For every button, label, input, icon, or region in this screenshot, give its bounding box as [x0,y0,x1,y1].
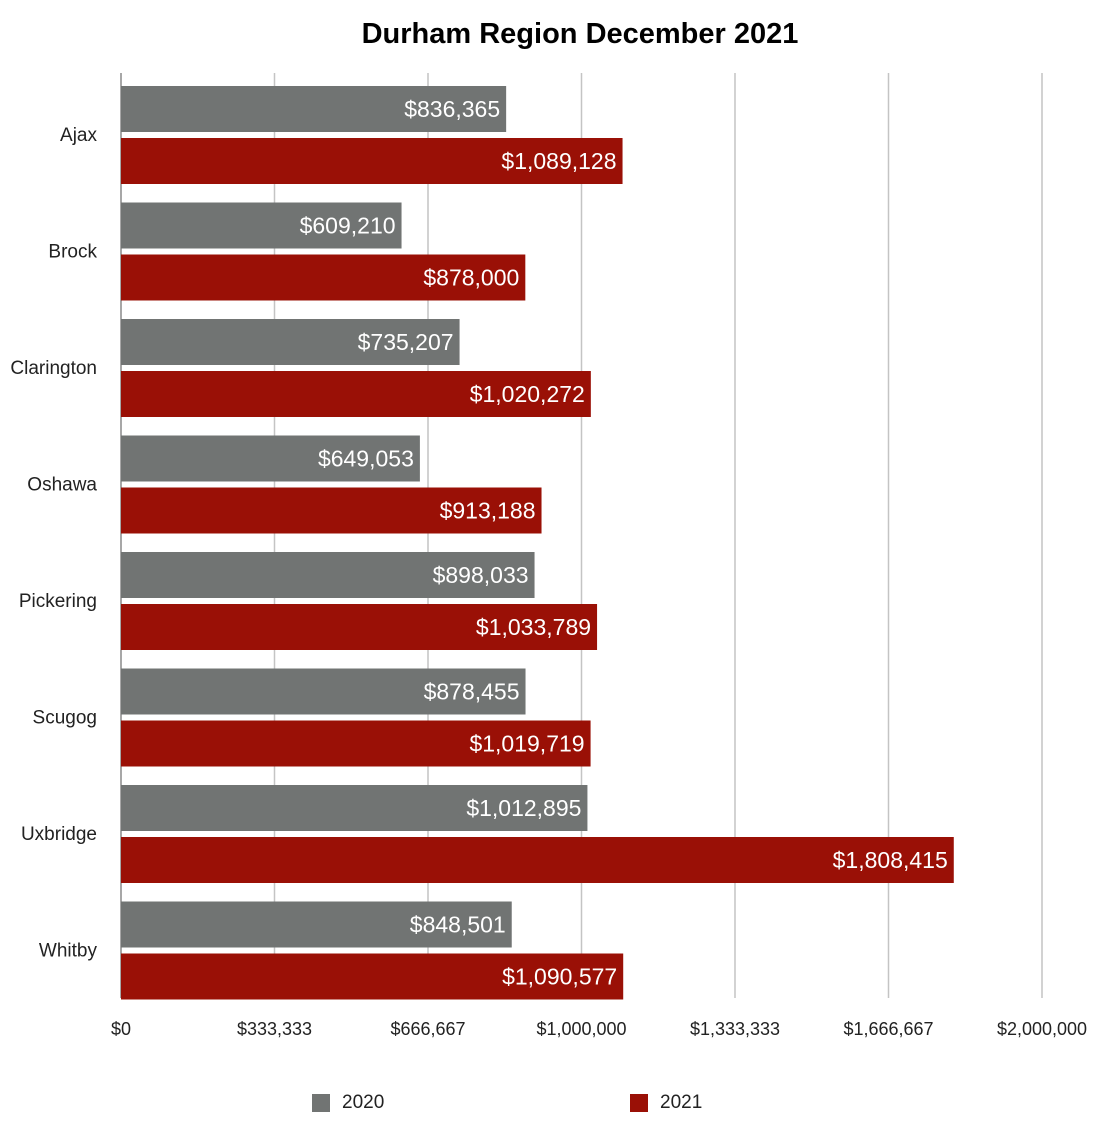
bar-value-label: $649,053 [318,446,414,472]
category-label-whitby: Whitby [39,941,98,962]
legend-label-2020: 2020 [342,1092,385,1113]
x-tick-label: $2,000,000 [997,1019,1087,1039]
bar-value-label: $913,188 [440,498,536,524]
category-label-brock: Brock [48,242,97,263]
legend-swatch-2020 [312,1094,330,1112]
bar-2021-brock[interactable] [121,254,526,301]
category-labels: Ajax Brock Clarington Oshawa Pickering Scugog… [10,125,97,962]
category-label-pickering: Pickering [19,591,97,612]
bar-value-label: $1,090,577 [502,964,617,990]
bar-2020-pickering[interactable] [121,552,535,598]
category-label-uxbridge: Uxbridge [21,824,97,845]
x-axis-tick-labels: $0 $333,333 $666,667 $1,000,000 $1,333,333 $1… [111,1019,1087,1039]
x-tick-label: $0 [111,1019,131,1039]
bar-2021-scugog[interactable] [121,720,591,767]
bar-2020-clarington[interactable] [121,319,460,365]
category-label-oshawa: Oshawa [27,475,97,496]
bar-2021-pickering[interactable] [121,604,598,650]
bar-value-label: $735,207 [358,329,454,355]
category-label-clarington: Clarington [10,358,97,379]
legend-item-2021[interactable]: 2021 [630,1092,702,1114]
bar-value-label: $1,808,415 [833,847,948,873]
bar-2020-whitby[interactable] [121,901,512,948]
category-label-scugog: Scugog [33,708,97,729]
bar-2020-oshawa[interactable] [121,435,420,482]
bar-2020-scugog[interactable] [121,668,526,715]
bar-value-label: $1,019,719 [469,731,584,757]
bar-value-label: $848,501 [410,912,506,938]
bar-2021-whitby[interactable] [121,953,624,1000]
chart-title: Durham Region December 2021 [361,18,799,50]
x-tick-label: $1,333,333 [690,1019,780,1039]
x-tick-label: $1,000,000 [536,1019,626,1039]
bar-2021-oshawa[interactable] [121,487,542,534]
bar-value-label: $609,210 [300,213,396,239]
bar-2020-ajax[interactable] [121,86,507,132]
x-tick-label: $1,666,667 [843,1019,933,1039]
bar-value-label: $878,000 [423,265,519,291]
legend-label-2021: 2021 [660,1092,703,1113]
bars [121,86,954,1000]
bar-2020-brock[interactable] [121,202,402,249]
category-label-ajax: Ajax [60,125,97,146]
bar-value-label: $1,012,895 [466,795,581,821]
bar-value-label: $836,365 [404,96,500,122]
legend-item-2020[interactable]: 2020 [312,1092,384,1114]
x-tick-label: $333,333 [237,1019,312,1039]
bar-value-labels: $836,365$1,089,128 $609,210 $878,000 $735,2… [300,96,948,990]
bar-value-label: $1,089,128 [501,148,616,174]
bar-2021-uxbridge[interactable] [121,837,954,883]
x-tick-label: $666,667 [390,1019,465,1039]
bar-value-label: $898,033 [433,562,529,588]
bar-value-label: $878,455 [424,679,520,705]
legend-swatch-2021 [630,1094,648,1112]
bar-2021-ajax[interactable] [121,138,623,184]
bar-value-label: $1,033,789 [476,614,591,640]
bar-2021-clarington[interactable] [121,371,591,417]
bar-2020-uxbridge[interactable] [121,785,588,831]
bar-value-label: $1,020,272 [470,381,585,407]
